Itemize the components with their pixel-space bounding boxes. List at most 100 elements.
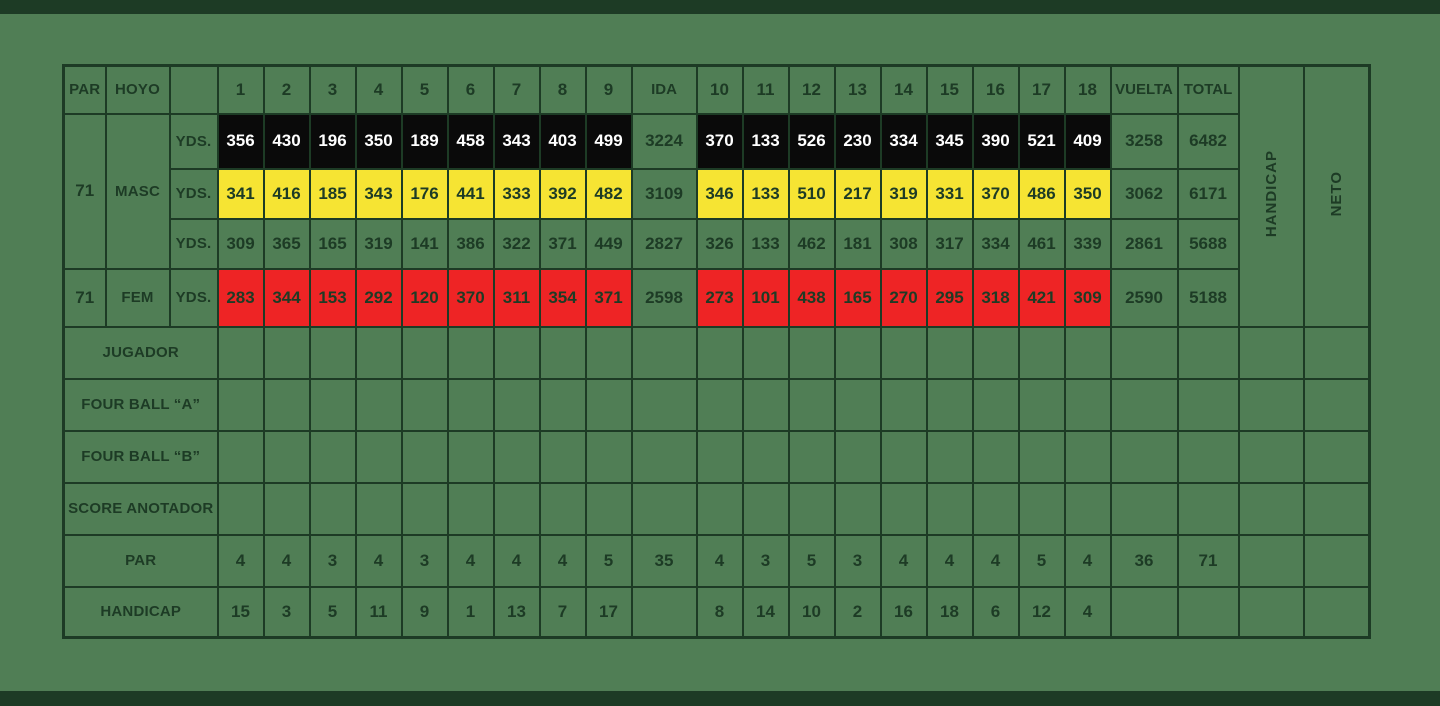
score-entry-cell[interactable] <box>1017 429 1066 484</box>
score-entry-cell[interactable] <box>1237 377 1305 432</box>
score-entry-cell[interactable] <box>787 481 836 536</box>
score-entry-cell[interactable] <box>971 481 1020 536</box>
score-entry-cell[interactable] <box>787 325 836 380</box>
score-entry-cell[interactable] <box>354 481 403 536</box>
score-entry-cell[interactable] <box>446 429 495 484</box>
score-entry-cell[interactable] <box>1063 377 1112 432</box>
score-entry-cell[interactable] <box>925 377 974 432</box>
score-entry-cell[interactable] <box>1302 481 1371 536</box>
score-entry-cell[interactable] <box>262 481 311 536</box>
score-entry-cell[interactable] <box>1109 429 1179 484</box>
score-entry-cell[interactable] <box>741 429 790 484</box>
score-entry-cell[interactable] <box>1176 377 1240 432</box>
score-entry-cell[interactable] <box>538 481 587 536</box>
score-entry-cell[interactable] <box>833 481 882 536</box>
score-entry-cell[interactable] <box>400 377 449 432</box>
score-entry-cell[interactable] <box>584 481 633 536</box>
score-entry-cell[interactable] <box>925 325 974 380</box>
score-entry-cell[interactable] <box>1302 429 1371 484</box>
score-entry-cell[interactable] <box>492 325 541 380</box>
score-entry-cell[interactable] <box>1017 325 1066 380</box>
score-entry-cell[interactable] <box>584 325 633 380</box>
score-entry-cell[interactable] <box>971 377 1020 432</box>
score-entry-cell[interactable] <box>1109 325 1179 380</box>
score-entry-cell[interactable] <box>446 481 495 536</box>
score-entry-cell[interactable] <box>216 481 265 536</box>
score-entry-cell[interactable] <box>787 429 836 484</box>
score-entry-cell[interactable] <box>1176 325 1240 380</box>
score-entry-cell[interactable] <box>354 377 403 432</box>
score-entry-cell[interactable] <box>538 325 587 380</box>
score-entry-cell[interactable] <box>741 377 790 432</box>
yardage-cell: 309 <box>1063 267 1112 328</box>
score-entry-cell[interactable] <box>630 325 698 380</box>
yardage-cell: 482 <box>584 167 633 220</box>
score-entry-cell[interactable] <box>308 481 357 536</box>
score-entry-cell[interactable] <box>1237 325 1305 380</box>
score-entry-cell[interactable] <box>833 325 882 380</box>
score-entry-cell[interactable] <box>216 377 265 432</box>
score-entry-cell[interactable] <box>262 325 311 380</box>
score-entry-cell[interactable] <box>879 481 928 536</box>
score-entry-cell[interactable] <box>1063 325 1112 380</box>
score-entry-cell[interactable] <box>538 377 587 432</box>
score-entry-cell[interactable] <box>1017 481 1066 536</box>
score-entry-cell[interactable] <box>925 481 974 536</box>
score-entry-cell[interactable] <box>833 429 882 484</box>
score-entry-cell[interactable] <box>630 481 698 536</box>
score-entry-cell[interactable] <box>1302 325 1371 380</box>
header-hole-1: 1 <box>216 64 265 115</box>
score-entry-cell[interactable] <box>400 481 449 536</box>
score-entry-cell[interactable] <box>1109 377 1179 432</box>
score-entry-cell[interactable] <box>400 429 449 484</box>
score-entry-cell[interactable] <box>1109 481 1179 536</box>
score-entry-cell[interactable] <box>446 325 495 380</box>
yardage-cell: 133 <box>741 167 790 220</box>
score-entry-cell[interactable] <box>1176 481 1240 536</box>
score-entry-cell[interactable] <box>787 377 836 432</box>
score-entry-cell[interactable] <box>492 377 541 432</box>
score-entry-cell[interactable] <box>400 325 449 380</box>
par-cell: 3 <box>741 533 790 588</box>
score-entry-cell[interactable] <box>695 481 744 536</box>
score-entry-cell[interactable] <box>308 377 357 432</box>
score-entry-cell[interactable] <box>879 377 928 432</box>
score-entry-cell[interactable] <box>971 429 1020 484</box>
score-entry-cell[interactable] <box>630 429 698 484</box>
score-entry-cell[interactable] <box>1063 429 1112 484</box>
score-entry-cell[interactable] <box>971 325 1020 380</box>
score-entry-cell[interactable] <box>446 377 495 432</box>
score-entry-cell[interactable] <box>925 429 974 484</box>
handicap-vuelta-cell <box>1109 585 1179 639</box>
score-entry-cell[interactable] <box>492 429 541 484</box>
score-entry-cell[interactable] <box>262 429 311 484</box>
score-entry-cell[interactable] <box>584 429 633 484</box>
score-entry-cell[interactable] <box>216 429 265 484</box>
score-entry-cell[interactable] <box>1063 481 1112 536</box>
score-entry-cell[interactable] <box>741 481 790 536</box>
score-entry-cell[interactable] <box>741 325 790 380</box>
score-entry-cell[interactable] <box>879 429 928 484</box>
score-entry-cell[interactable] <box>1237 429 1305 484</box>
score-entry-cell[interactable] <box>833 377 882 432</box>
score-entry-cell[interactable] <box>1017 377 1066 432</box>
yds-label: YDS. <box>168 112 219 170</box>
score-entry-cell[interactable] <box>695 429 744 484</box>
score-entry-cell[interactable] <box>1237 481 1305 536</box>
score-entry-cell[interactable] <box>308 325 357 380</box>
score-entry-cell[interactable] <box>354 429 403 484</box>
score-entry-cell[interactable] <box>308 429 357 484</box>
score-entry-cell[interactable] <box>492 481 541 536</box>
score-entry-cell[interactable] <box>538 429 587 484</box>
score-entry-cell[interactable] <box>1302 377 1371 432</box>
score-entry-cell[interactable] <box>695 325 744 380</box>
score-entry-cell[interactable] <box>630 377 698 432</box>
score-entry-cell[interactable] <box>695 377 744 432</box>
score-entry-cell[interactable] <box>262 377 311 432</box>
score-entry-cell[interactable] <box>584 377 633 432</box>
score-entry-cell[interactable] <box>216 325 265 380</box>
score-entry-cell[interactable] <box>354 325 403 380</box>
score-entry-cell[interactable] <box>1176 429 1240 484</box>
par-cell: 5 <box>584 533 633 588</box>
score-entry-cell[interactable] <box>879 325 928 380</box>
